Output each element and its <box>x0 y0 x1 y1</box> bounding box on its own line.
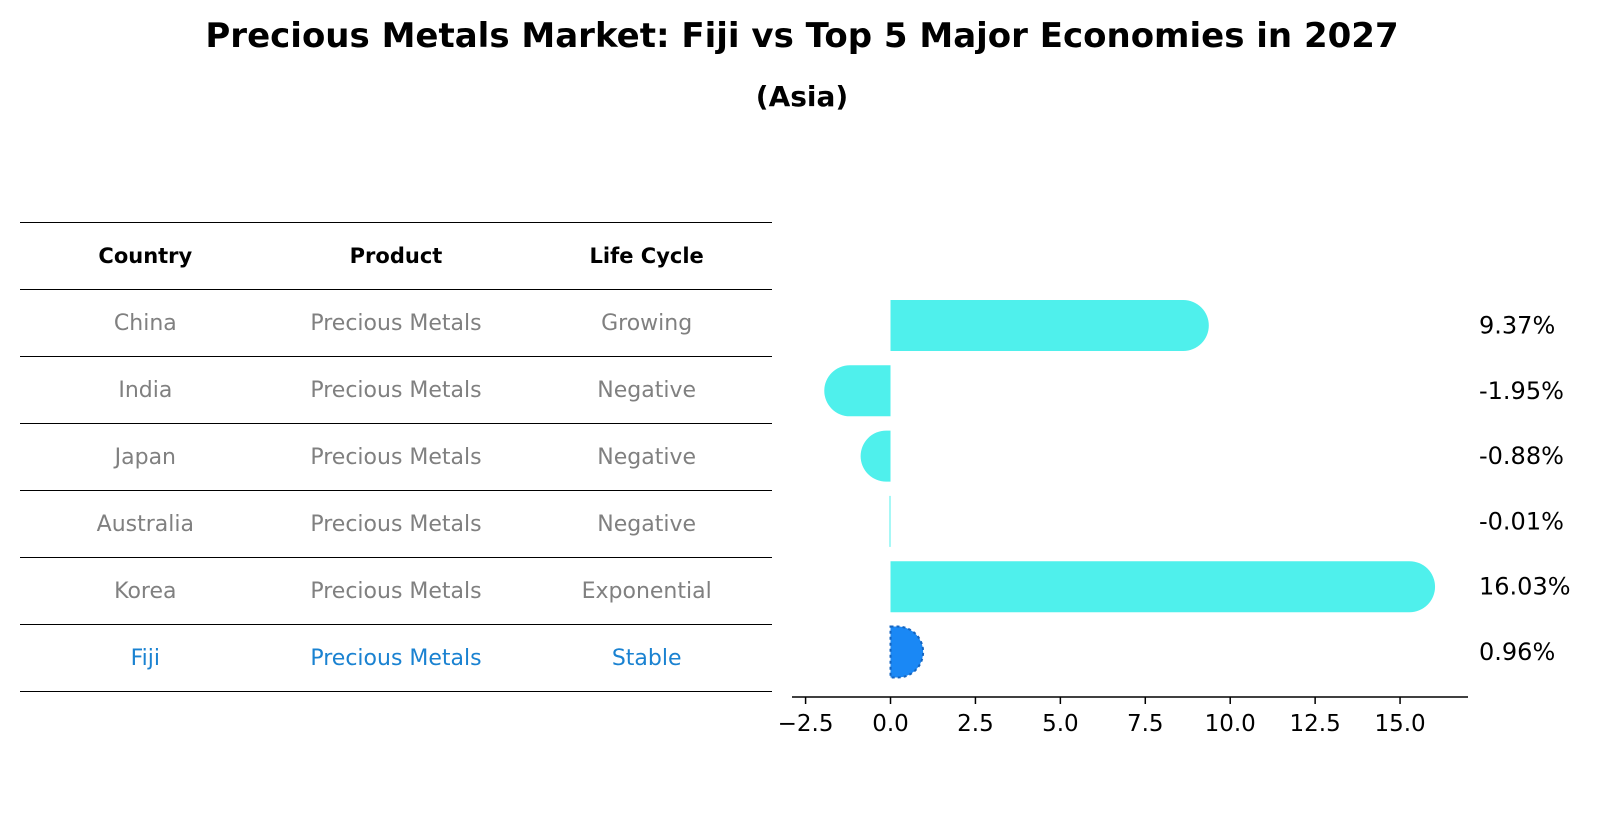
value-label: 9.37% <box>1479 312 1555 340</box>
bar-china <box>890 300 1209 351</box>
table-header-row: Country Product Life Cycle <box>20 222 772 290</box>
cell-product: Precious Metals <box>270 624 522 692</box>
chart-subtitle: (Asia) <box>755 80 849 113</box>
x-tick-label: 2.5 <box>957 711 994 737</box>
column-header-life-cycle: Life Cycle <box>521 222 772 290</box>
chart-title: Precious Metals Market: Fiji vs Top 5 Ma… <box>205 16 1399 56</box>
cell-country: Fiji <box>20 624 271 692</box>
table-row: Japan Precious Metals Negative <box>20 423 772 491</box>
cell-product: Precious Metals <box>270 423 522 491</box>
table-row: Korea Precious Metals Exponential <box>20 557 772 625</box>
x-tick-label: 15.0 <box>1374 711 1425 737</box>
column-header-product: Product <box>270 222 522 290</box>
value-label: 0.96% <box>1479 638 1555 666</box>
x-tick-label: −2.5 <box>778 711 834 737</box>
cell-country: China <box>20 289 271 357</box>
cell-product: Precious Metals <box>270 557 522 625</box>
cell-country: Japan <box>20 423 271 491</box>
value-label: -1.95% <box>1479 377 1564 405</box>
table-row: China Precious Metals Growing <box>20 289 772 357</box>
cell-life-cycle: Negative <box>521 356 772 424</box>
x-tick-label: 7.5 <box>1127 711 1164 737</box>
x-tick-label: 10.0 <box>1205 711 1256 737</box>
table-row: Australia Precious Metals Negative <box>20 490 772 558</box>
value-label: -0.01% <box>1479 507 1564 535</box>
bar-korea <box>890 561 1436 613</box>
bar-fiji <box>889 625 925 679</box>
bar-japan <box>860 430 891 482</box>
data-table: Country Product Life Cycle China Preciou… <box>20 222 772 692</box>
cell-country: India <box>20 356 271 424</box>
cell-life-cycle: Negative <box>521 490 772 558</box>
x-tick-label: 5.0 <box>1042 711 1079 737</box>
bar-india <box>824 365 891 417</box>
column-header-country: Country <box>20 222 271 290</box>
cell-product: Precious Metals <box>270 490 522 558</box>
cell-life-cycle: Negative <box>521 423 772 491</box>
value-label: 16.03% <box>1479 573 1571 601</box>
table-row-highlight: Fiji Precious Metals Stable <box>20 624 772 692</box>
bar-australia <box>889 495 891 547</box>
value-label: -0.88% <box>1479 442 1564 470</box>
cell-life-cycle: Growing <box>521 289 772 357</box>
x-tick-label: 0.0 <box>872 711 909 737</box>
cell-product: Precious Metals <box>270 356 522 424</box>
x-tick-label: 12.5 <box>1290 711 1341 737</box>
life-cycle-table: Country Product Life Cycle China Preciou… <box>20 222 772 692</box>
cell-country: Korea <box>20 557 271 625</box>
cell-country: Australia <box>20 490 271 558</box>
cell-life-cycle: Exponential <box>521 557 772 625</box>
cell-life-cycle: Stable <box>521 624 772 692</box>
table-row: India Precious Metals Negative <box>20 356 772 424</box>
cell-product: Precious Metals <box>270 289 522 357</box>
